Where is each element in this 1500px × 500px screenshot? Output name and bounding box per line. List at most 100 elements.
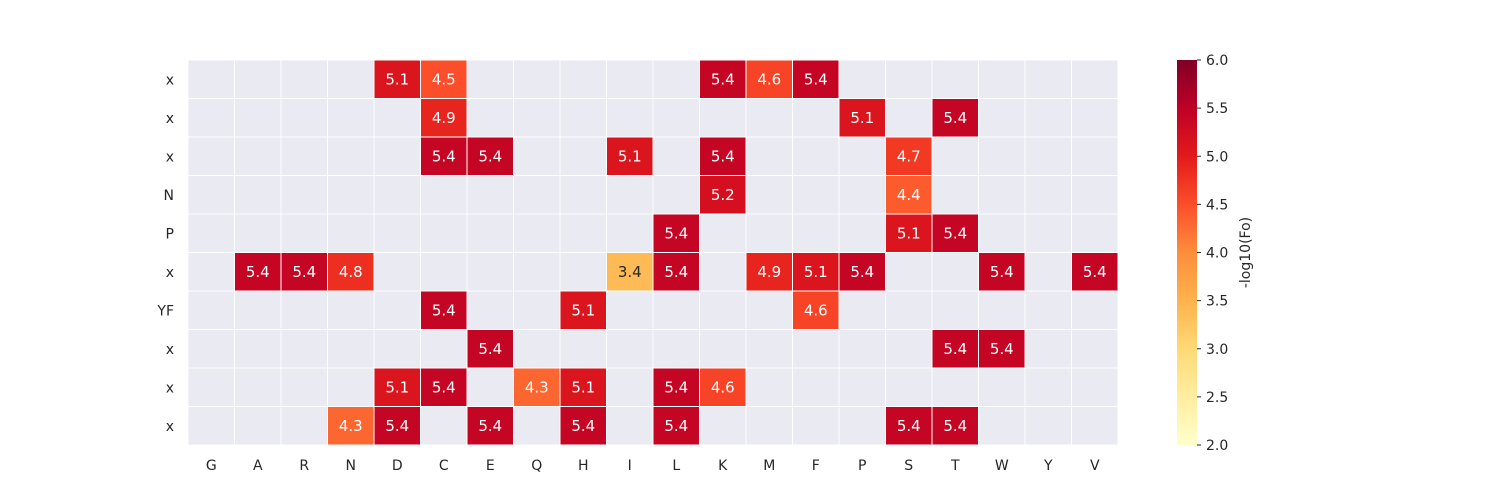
colorbar-tick-label: 5.5 <box>1206 101 1228 117</box>
heatmap-cell-empty <box>466 175 514 215</box>
heatmap-cell-filled <box>420 290 468 330</box>
heatmap-cell-empty <box>559 252 607 292</box>
heatmap-cell-empty <box>699 329 747 369</box>
heatmap-cell-empty <box>187 406 235 446</box>
heatmap-cell-empty <box>745 136 793 176</box>
heatmap-cell-value: 5.4 <box>850 263 874 281</box>
heatmap-cell-empty <box>1024 175 1072 215</box>
heatmap-cell-empty <box>838 175 886 215</box>
colorbar-tick-label: 6.0 <box>1206 53 1228 69</box>
heatmap-cell-filled <box>1071 252 1119 292</box>
heatmap-cell-empty <box>606 290 654 330</box>
heatmap-cell-empty <box>885 329 933 369</box>
x-tick-label: K <box>718 458 728 474</box>
heatmap-cell-value: 5.4 <box>897 417 921 435</box>
heatmap-cell-empty <box>792 136 840 176</box>
heatmap-cell-empty <box>187 290 235 330</box>
heatmap-cell-empty <box>606 329 654 369</box>
heatmap-cell-filled <box>513 367 561 407</box>
heatmap-cell-empty <box>280 98 328 138</box>
heatmap-cell-value: 5.4 <box>990 340 1014 358</box>
heatmap-cell-empty <box>1024 136 1072 176</box>
heatmap-cell-empty <box>420 406 468 446</box>
heatmap-cell-value: 4.6 <box>757 70 781 88</box>
heatmap-cell-value: 5.4 <box>432 301 456 319</box>
heatmap-cell-empty <box>373 213 421 253</box>
heatmap-cell-empty <box>1071 175 1119 215</box>
y-axis-tick-labels: x x x N Px YF x x x <box>156 72 174 435</box>
heatmap-cell-empty <box>373 136 421 176</box>
heatmap-cell-empty <box>327 367 375 407</box>
y-tick-label: x <box>166 419 174 435</box>
heatmap-cell-filled <box>699 175 747 215</box>
heatmap-cell-filled <box>606 252 654 292</box>
heatmap-cell-empty <box>838 136 886 176</box>
y-tick-label: x <box>166 342 174 358</box>
heatmap-cell-empty <box>280 290 328 330</box>
heatmap-cell-empty <box>187 98 235 138</box>
heatmap-cell-value: 5.1 <box>571 378 595 396</box>
heatmap-cell-filled <box>931 98 979 138</box>
heatmap-cell-empty <box>792 367 840 407</box>
heatmap-cell-empty <box>978 59 1026 99</box>
heatmap-cell-filled <box>234 252 282 292</box>
heatmap-cell-empty <box>792 98 840 138</box>
heatmap-cell-value: 5.4 <box>711 147 735 165</box>
heatmap-cell-empty <box>931 136 979 176</box>
heatmap-cell-value: 4.5 <box>432 70 456 88</box>
heatmap-cell-empty <box>187 213 235 253</box>
x-tick-label: F <box>812 458 820 474</box>
heatmap-cell-empty <box>1024 329 1072 369</box>
heatmap-cell-empty <box>838 367 886 407</box>
x-tick-label: A <box>253 458 263 474</box>
heatmap-cell-empty <box>931 59 979 99</box>
heatmap-cell-filled <box>466 136 514 176</box>
heatmap-cell-empty <box>745 175 793 215</box>
heatmap-cell-filled <box>466 406 514 446</box>
heatmap-cell-value: 5.4 <box>943 340 967 358</box>
heatmap-cell-value: 5.4 <box>478 147 502 165</box>
heatmap-cell-empty <box>373 290 421 330</box>
heatmap-cell-value: 5.4 <box>1083 263 1107 281</box>
heatmap-cell-value: 5.4 <box>478 417 502 435</box>
heatmap-cell-empty <box>327 213 375 253</box>
x-tick-label: S <box>904 458 913 474</box>
heatmap-cell-empty <box>1024 252 1072 292</box>
y-tick-label: x <box>166 149 174 165</box>
heatmap-cell-empty <box>280 59 328 99</box>
heatmap-cell-value: 4.7 <box>897 147 921 165</box>
colorbar-tick-label: 4.5 <box>1206 197 1228 213</box>
heatmap-cell-filled <box>931 406 979 446</box>
heatmap-cell-filled <box>420 98 468 138</box>
heatmap-cell-empty <box>373 329 421 369</box>
heatmap-cell-empty <box>420 329 468 369</box>
heatmap-cell-empty <box>327 59 375 99</box>
heatmap-cell-empty <box>559 136 607 176</box>
heatmap-cell-value: 5.4 <box>664 378 688 396</box>
heatmap-cell-empty <box>1024 59 1072 99</box>
heatmap-cell-empty <box>652 329 700 369</box>
heatmap-cell-filled <box>792 290 840 330</box>
heatmap-cell-empty <box>1071 329 1119 369</box>
colorbar-tick-label: 3.0 <box>1206 342 1228 358</box>
heatmap-cell-empty <box>187 252 235 292</box>
y-tick-label: x <box>166 111 174 127</box>
y-tick-label: YF <box>156 303 174 319</box>
heatmap-cell-empty <box>373 252 421 292</box>
y-tick-label: P <box>166 226 174 242</box>
heatmap-cell-empty <box>466 98 514 138</box>
x-tick-label: P <box>858 458 866 474</box>
heatmap-cell-empty <box>699 98 747 138</box>
heatmap-cell-empty <box>978 213 1026 253</box>
heatmap-cell-value: 4.3 <box>339 417 363 435</box>
heatmap-cell-value: 4.4 <box>897 186 921 204</box>
heatmap-cell-empty <box>420 175 468 215</box>
heatmap-cell-empty <box>792 175 840 215</box>
heatmap-cell-value: 5.4 <box>943 224 967 242</box>
heatmap-cell-empty <box>885 98 933 138</box>
heatmap-cell-value: 3.4 <box>618 263 642 281</box>
heatmap-cell-empty <box>559 213 607 253</box>
heatmap-cell-empty <box>885 59 933 99</box>
